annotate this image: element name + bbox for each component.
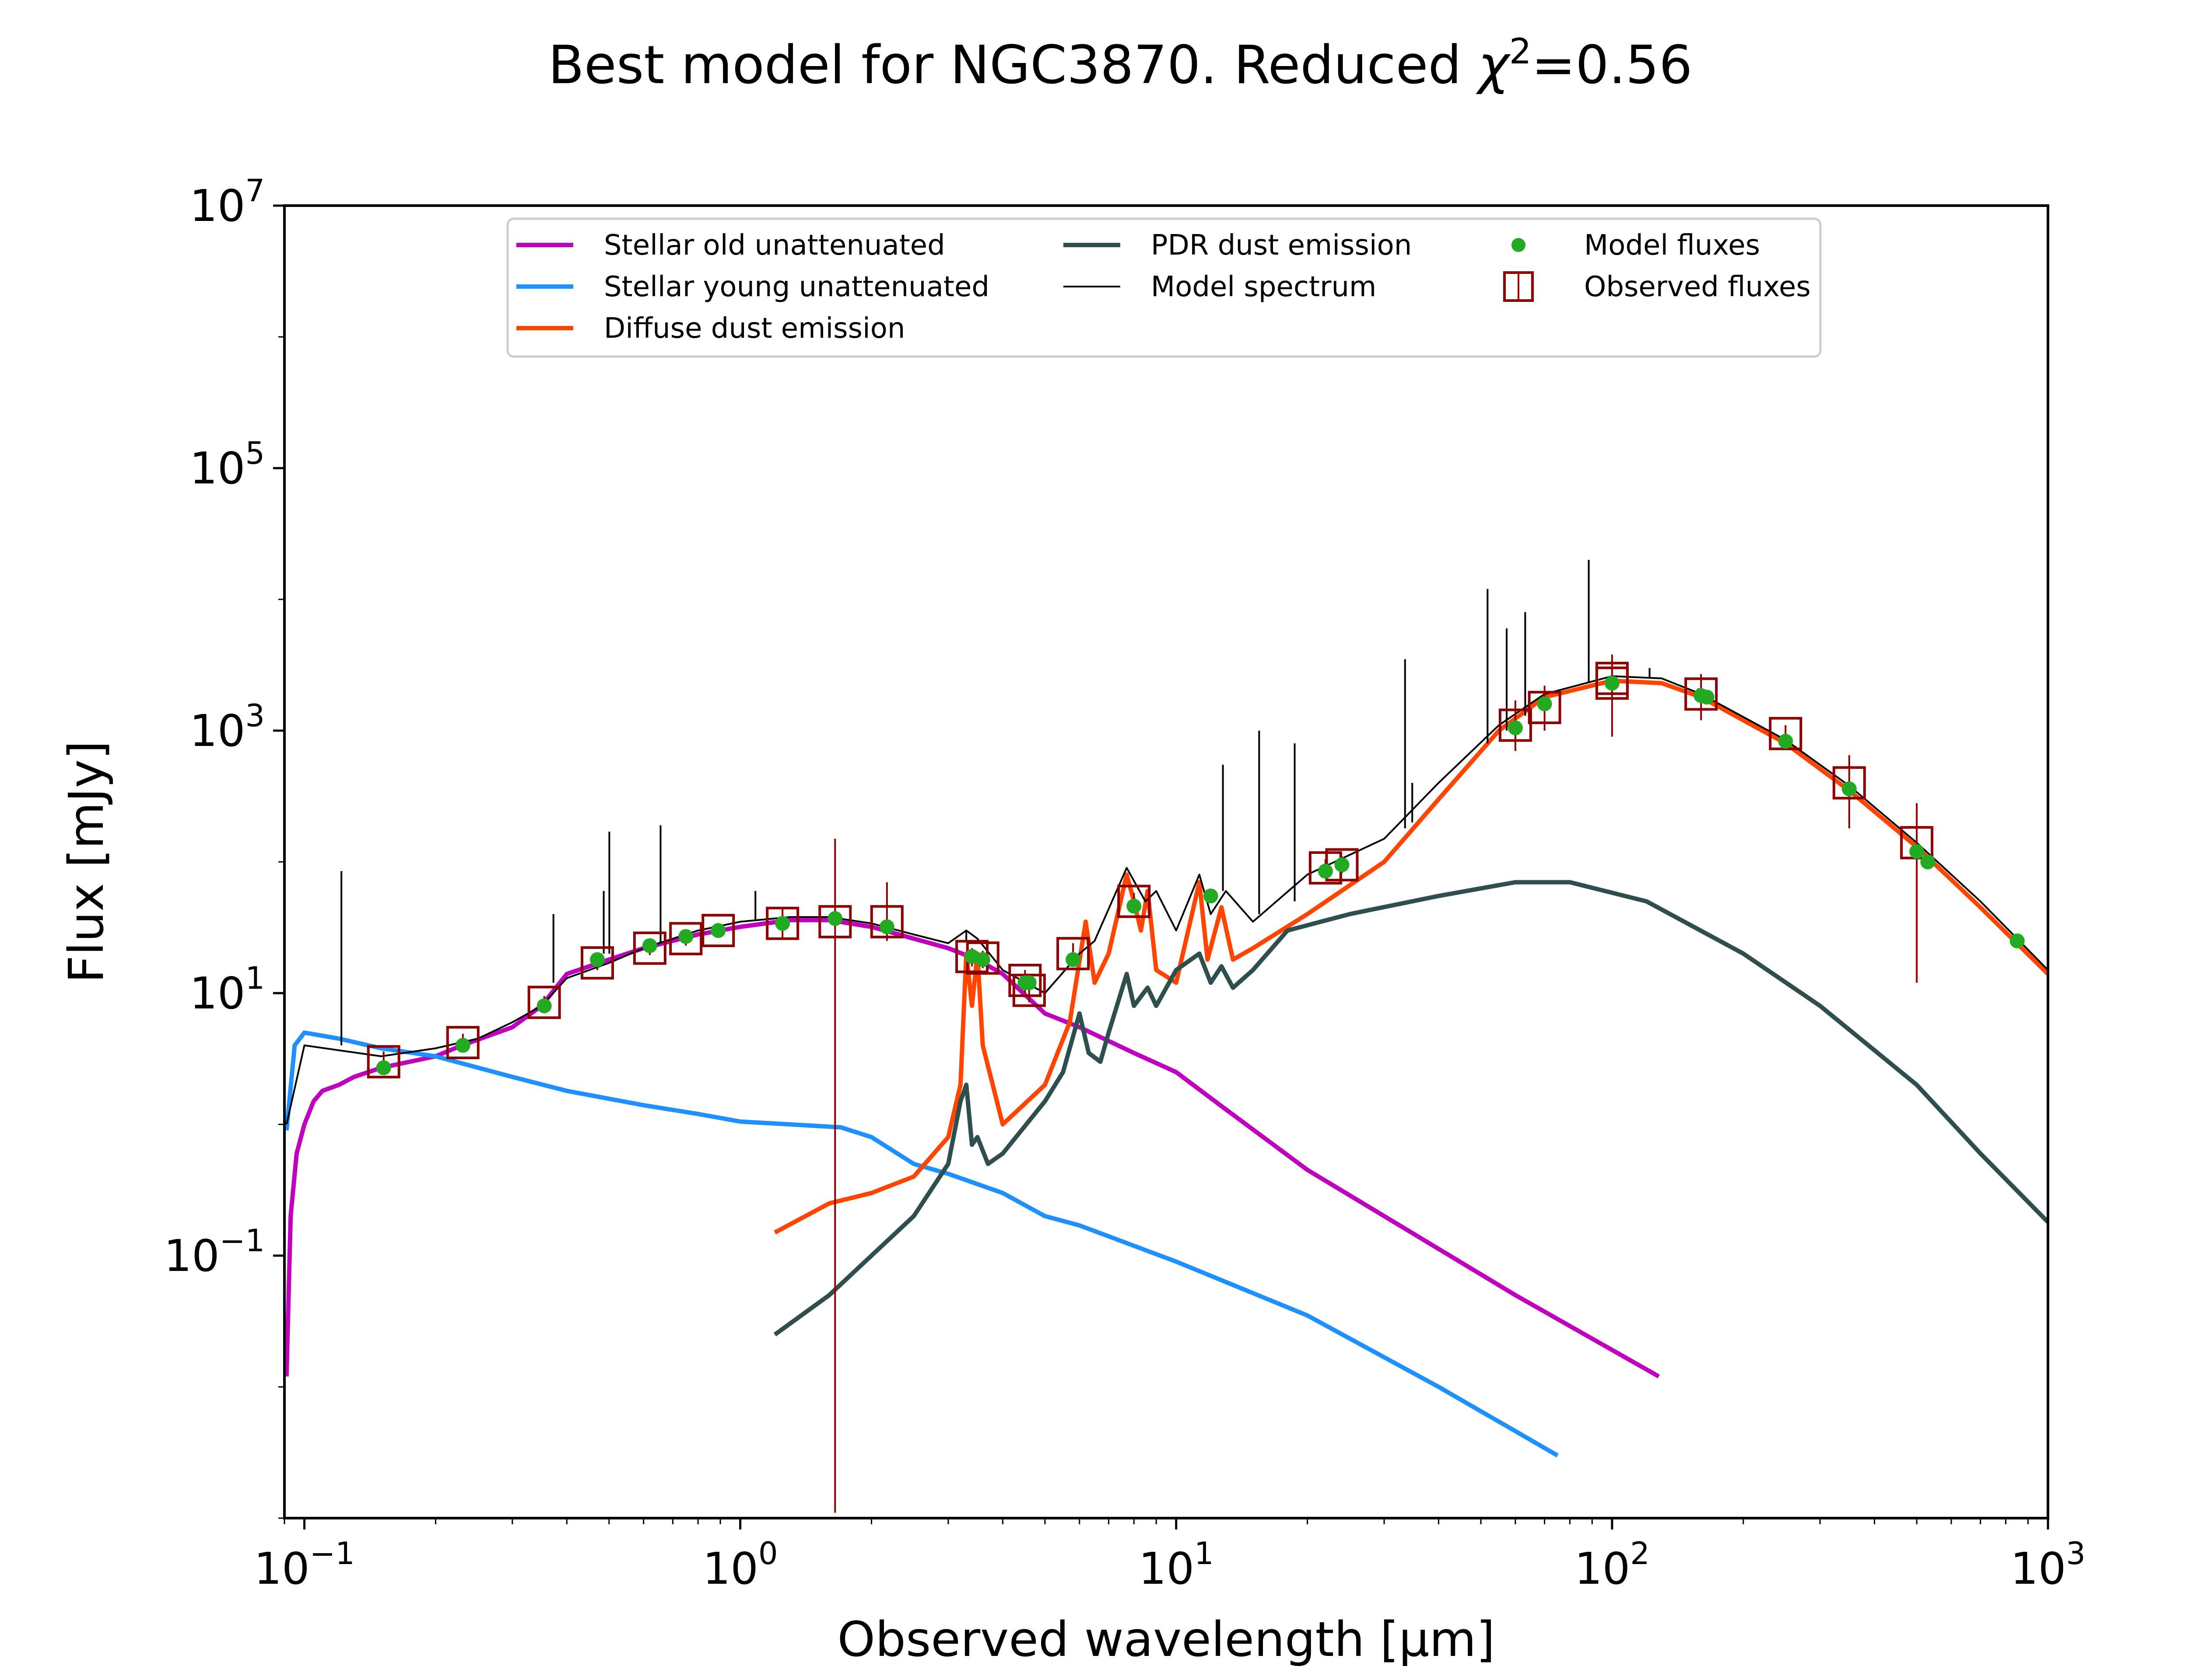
x-tick-label-3: 102: [1574, 1536, 1650, 1594]
observed-flux-marker-0: [367, 1045, 400, 1078]
title-chi-exponent: 2: [1509, 31, 1532, 72]
series-line-4: [285, 675, 2048, 1125]
observed-flux-marker-2: [527, 986, 561, 1019]
x-axis-label: Observed wavelength [μm]: [838, 1611, 1495, 1667]
model-flux-point-18: [1334, 857, 1350, 872]
model-flux-point-15: [1126, 899, 1142, 914]
observed-flux-marker-24: [1832, 766, 1866, 800]
model-flux-point-26: [1909, 844, 1925, 859]
series-line-1: [284, 1030, 1559, 1458]
ticks-layer: 10−1 100 101 102 103 10−1 101 103 105 107: [164, 173, 2086, 1594]
model-flux-point-14: [1066, 952, 1081, 967]
model-flux-point-4: [642, 938, 657, 953]
legend-swatch-5: [1511, 238, 1525, 252]
observed-flux-marker-9: [870, 905, 904, 938]
model-flux-point-21: [1604, 676, 1620, 691]
model-flux-point-20: [1537, 696, 1552, 711]
series-line-2: [774, 678, 2048, 1235]
x-tick-label-0: 10−1: [254, 1536, 354, 1594]
model-flux-point-11: [975, 952, 990, 967]
legend-label-4: Model spectrum: [1151, 271, 1376, 303]
observed-flux-marker-8: [818, 905, 852, 938]
legend-label-3: PDR dust emission: [1151, 229, 1412, 262]
model-flux-point-6: [711, 923, 726, 938]
observed-flux-marker-7: [766, 906, 799, 940]
observed-flux-marker-4: [633, 931, 666, 965]
title-main: Best model for NGC3870. Reduced: [548, 35, 1478, 96]
title-chi: χ: [1476, 35, 1511, 96]
legend-item-3: PDR dust emission: [1063, 229, 1412, 262]
model-flux-point-2: [536, 998, 552, 1014]
y-axis-label: Flux [mJy]: [58, 741, 114, 983]
observed-flux-marker-3: [581, 946, 614, 980]
plot-area: 10−1 100 101 102 103 10−1 101 103 105 107: [164, 173, 2086, 1594]
legend-box: [506, 217, 1822, 358]
model-flux-point-5: [678, 929, 694, 944]
model-flux-point-25: [1841, 781, 1857, 797]
model-flux-point-8: [828, 911, 843, 926]
series-line-3: [773, 880, 2048, 1337]
legend-label-2: Diffuse dust emission: [604, 312, 905, 345]
legend-item-5: Model fluxes: [1511, 229, 1760, 262]
model-flux-point-28: [2009, 933, 2025, 948]
legend-label-6: Observed fluxes: [1584, 271, 1811, 303]
model-flux-point-7: [775, 916, 790, 931]
legend-item-1: Stellar young unattenuated: [516, 271, 989, 303]
observed-flux-marker-12: [1008, 963, 1042, 997]
observed-flux-marker-1: [446, 1026, 480, 1060]
markers-layer: [367, 654, 2025, 1513]
observed-flux-marker-19: [1528, 691, 1561, 724]
y-tick-label-3: 105: [189, 435, 265, 494]
observed-flux-marker-22: [1684, 677, 1718, 711]
model-flux-point-16: [1203, 888, 1218, 903]
model-flux-point-27: [1920, 854, 1936, 869]
legend-item-2: Diffuse dust emission: [516, 312, 905, 345]
y-tick-label-2: 103: [189, 698, 265, 756]
x-tick-label-2: 101: [1139, 1536, 1214, 1594]
legend-label-5: Model fluxes: [1584, 229, 1760, 262]
y-tick-label-1: 101: [189, 960, 265, 1019]
observed-flux-marker-6: [701, 914, 735, 947]
legend: Stellar old unattenuated Stellar young un…: [506, 217, 1822, 358]
model-flux-point-24: [1778, 734, 1793, 749]
observed-flux-marker-15: [1117, 885, 1151, 918]
model-flux-point-3: [590, 952, 605, 967]
model-flux-point-13: [1021, 975, 1037, 990]
x-tick-label-4: 103: [2010, 1536, 2086, 1594]
model-flux-point-0: [376, 1060, 391, 1075]
observed-flux-marker-23: [1769, 717, 1802, 750]
model-flux-point-1: [455, 1038, 470, 1053]
observed-flux-marker-18: [1498, 708, 1532, 742]
model-flux-point-9: [879, 919, 894, 934]
legend-item-4: Model spectrum: [1063, 271, 1376, 303]
observed-flux-marker-21: [1595, 662, 1629, 695]
model-flux-point-19: [1508, 720, 1523, 735]
legend-label-0: Stellar old unattenuated: [604, 229, 945, 262]
observed-flux-marker-5: [669, 922, 703, 956]
legend-item-0: Stellar old unattenuated: [516, 229, 945, 262]
observed-flux-marker-13: [1012, 973, 1046, 1007]
model-flux-point-23: [1699, 690, 1715, 705]
observed-flux-marker-14: [1056, 937, 1090, 970]
y-tick-label-4: 107: [189, 173, 265, 231]
title-value: =0.56: [1532, 35, 1693, 96]
chart-title: Best model for NGC3870. Reduced χ2=0.56: [548, 31, 1693, 96]
x-tick-label-1: 100: [703, 1536, 778, 1594]
legend-label-1: Stellar young unattenuated: [604, 271, 989, 303]
model-flux-point-17: [1318, 864, 1333, 879]
y-tick-label-0: 10−1: [164, 1223, 265, 1281]
legend-item-6: Observed fluxes: [1503, 271, 1811, 303]
